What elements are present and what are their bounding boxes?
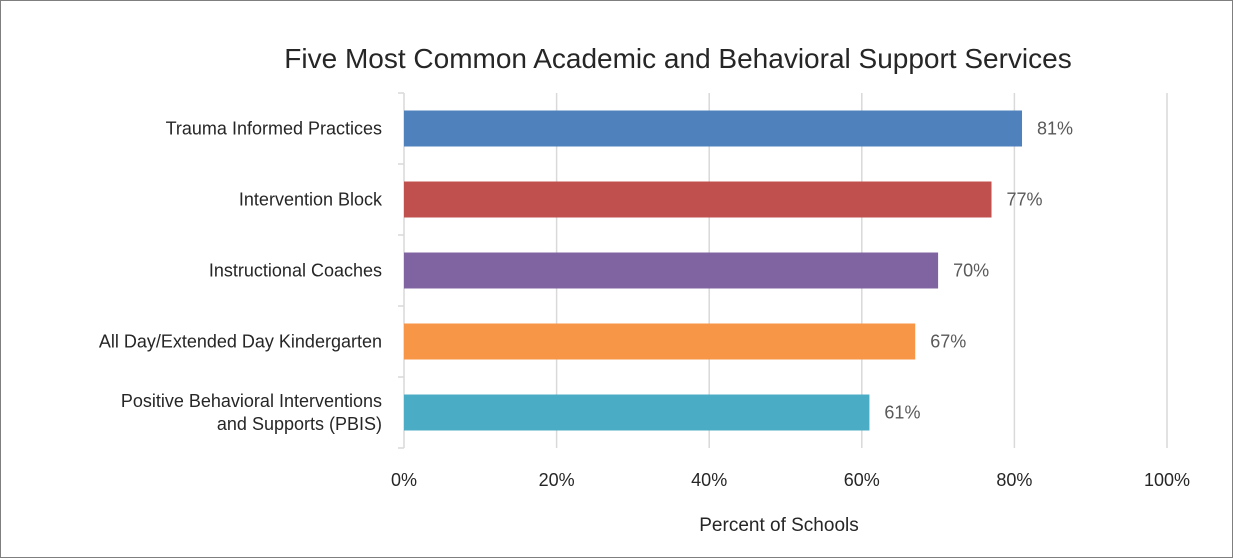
category-label: Trauma Informed Practices <box>166 119 382 139</box>
category-labels: Trauma Informed Practices Intervention Bl… <box>99 119 383 435</box>
data-label: 61% <box>884 403 920 423</box>
x-tick-label: 100% <box>1144 470 1190 490</box>
data-label: 77% <box>1007 190 1043 210</box>
category-label: Intervention Block <box>239 190 383 210</box>
category-label: Instructional Coaches <box>209 261 382 281</box>
x-tick-label: 20% <box>539 470 575 490</box>
x-tick-labels: 0% 20% 40% 60% 80% 100% <box>391 470 1190 490</box>
bars <box>404 110 1023 431</box>
data-label: 70% <box>953 261 989 281</box>
category-label: All Day/Extended Day Kindergarten <box>99 332 382 352</box>
category-axis <box>398 92 405 449</box>
x-tick-label: 60% <box>844 470 880 490</box>
data-label: 67% <box>930 332 966 352</box>
x-tick-label: 80% <box>996 470 1032 490</box>
bar <box>404 181 992 218</box>
bar <box>404 110 1023 147</box>
x-tick-label: 0% <box>391 470 417 490</box>
data-labels: 81% 77% 70% 67% 61% <box>884 119 1073 423</box>
bar <box>404 394 870 431</box>
x-axis-title: Percent of Schools <box>699 515 858 536</box>
category-label: Positive Behavioral Interventions and Sup… <box>121 391 382 434</box>
bar <box>404 252 939 289</box>
bar <box>404 323 916 360</box>
x-tick-label: 40% <box>691 470 727 490</box>
chart-title: Five Most Common Academic and Behavioral… <box>284 43 1071 74</box>
data-label: 81% <box>1037 119 1073 139</box>
